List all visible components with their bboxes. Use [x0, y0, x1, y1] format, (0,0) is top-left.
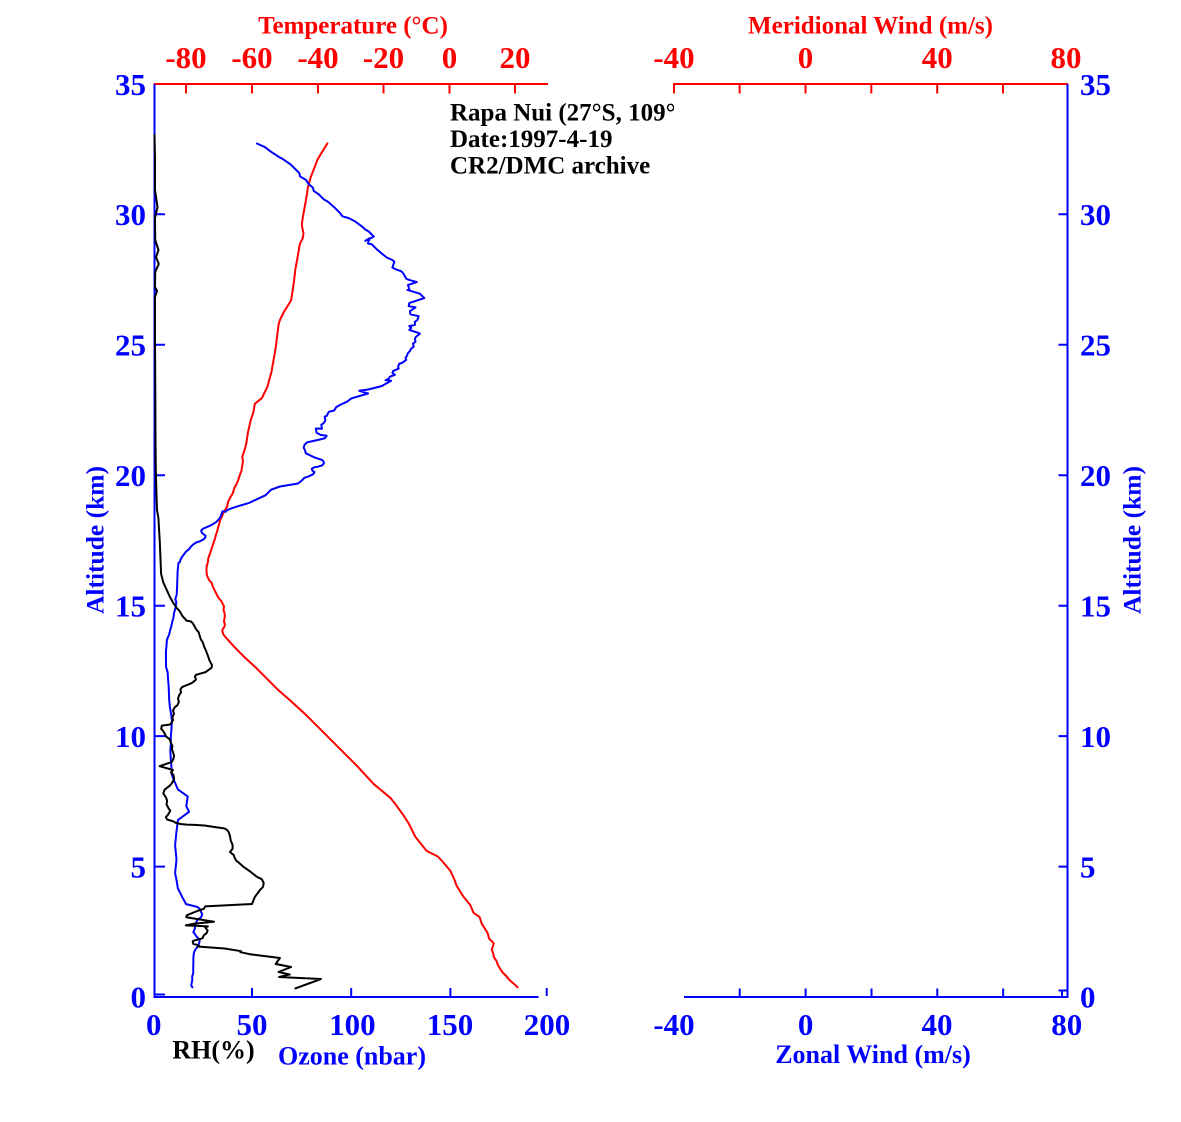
- svg-text:80: 80: [1051, 1007, 1082, 1042]
- svg-text:0: 0: [146, 1007, 162, 1042]
- svg-text:100: 100: [329, 1007, 376, 1042]
- svg-text:Temperature (°C): Temperature (°C): [258, 13, 448, 40]
- svg-text:80: 80: [1051, 40, 1082, 75]
- svg-text:15: 15: [1080, 589, 1111, 624]
- svg-text:150: 150: [427, 1007, 474, 1042]
- svg-text:30: 30: [1080, 197, 1111, 232]
- svg-text:10: 10: [1080, 719, 1111, 754]
- svg-text:0: 0: [131, 980, 147, 1015]
- svg-text:35: 35: [115, 67, 146, 102]
- svg-text:0: 0: [798, 40, 814, 75]
- svg-text:0: 0: [442, 40, 458, 75]
- svg-text:-80: -80: [165, 40, 206, 75]
- svg-text:25: 25: [115, 328, 146, 363]
- svg-text:CR2/DMC archive: CR2/DMC archive: [450, 153, 650, 180]
- svg-text:Zonal Wind (m/s): Zonal Wind (m/s): [775, 1040, 971, 1069]
- svg-text:50: 50: [237, 1007, 268, 1042]
- svg-text:Date:1997-4-19: Date:1997-4-19: [450, 126, 612, 153]
- svg-text:Ozone (nbar): Ozone (nbar): [278, 1042, 426, 1071]
- svg-text:20: 20: [500, 40, 531, 75]
- svg-text:-40: -40: [653, 1007, 694, 1042]
- svg-text:40: 40: [922, 1007, 953, 1042]
- svg-text:-20: -20: [363, 40, 404, 75]
- svg-text:-40: -40: [653, 40, 694, 75]
- svg-text:Meridional Wind (m/s): Meridional Wind (m/s): [748, 13, 993, 40]
- svg-text:Altitude (km): Altitude (km): [1118, 466, 1147, 614]
- svg-text:200: 200: [524, 1007, 571, 1042]
- svg-text:5: 5: [131, 850, 147, 885]
- svg-text:20: 20: [115, 458, 146, 493]
- svg-text:Altitude (km): Altitude (km): [81, 466, 110, 614]
- svg-text:0: 0: [1080, 980, 1096, 1015]
- svg-text:10: 10: [115, 719, 146, 754]
- svg-text:35: 35: [1080, 67, 1111, 102]
- svg-text:20: 20: [1080, 458, 1111, 493]
- svg-text:-60: -60: [231, 40, 272, 75]
- svg-text:30: 30: [115, 197, 146, 232]
- svg-text:Rapa Nui (27°S, 109°W): Rapa Nui (27°S, 109°W): [450, 100, 709, 127]
- svg-text:RH(%): RH(%): [172, 1036, 254, 1065]
- svg-text:40: 40: [922, 40, 953, 75]
- svg-text:25: 25: [1080, 328, 1111, 363]
- svg-text:0: 0: [798, 1007, 814, 1042]
- svg-text:-40: -40: [297, 40, 338, 75]
- svg-text:5: 5: [1080, 850, 1096, 885]
- svg-text:15: 15: [115, 589, 146, 624]
